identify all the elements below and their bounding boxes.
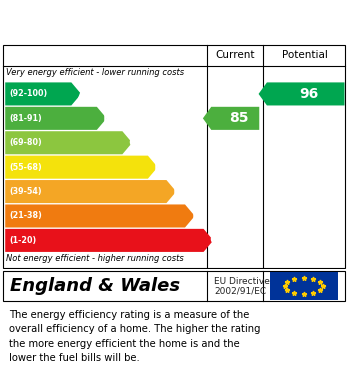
- Text: (92-100): (92-100): [9, 90, 48, 99]
- Text: Very energy efficient - lower running costs: Very energy efficient - lower running co…: [6, 68, 184, 77]
- Bar: [3, 271, 345, 301]
- Text: (21-38): (21-38): [9, 212, 42, 221]
- Text: G: G: [209, 233, 221, 248]
- Polygon shape: [259, 83, 345, 106]
- Text: Energy Efficiency Rating: Energy Efficiency Rating: [9, 21, 230, 36]
- Polygon shape: [5, 107, 106, 130]
- Text: E: E: [173, 185, 183, 199]
- Text: (69-80): (69-80): [9, 138, 42, 147]
- Text: D: D: [153, 160, 165, 174]
- Text: (1-20): (1-20): [9, 236, 37, 245]
- Polygon shape: [5, 180, 176, 203]
- Text: 85: 85: [229, 111, 248, 126]
- Text: Current: Current: [215, 50, 255, 60]
- Text: England & Wales: England & Wales: [10, 277, 181, 295]
- Text: F: F: [192, 209, 201, 223]
- Text: (55-68): (55-68): [9, 163, 42, 172]
- Text: C: C: [129, 136, 139, 150]
- Polygon shape: [5, 229, 213, 252]
- Bar: [270, 273, 338, 300]
- Text: (39-54): (39-54): [9, 187, 42, 196]
- Polygon shape: [5, 131, 132, 154]
- Polygon shape: [5, 83, 81, 106]
- Text: 96: 96: [300, 87, 319, 101]
- Text: A: A: [78, 87, 88, 101]
- Text: B: B: [103, 111, 114, 126]
- Text: (81-91): (81-91): [9, 114, 42, 123]
- Text: EU Directive: EU Directive: [214, 278, 270, 287]
- Text: 2002/91/EC: 2002/91/EC: [214, 287, 266, 296]
- Text: The energy efficiency rating is a measure of the
overall efficiency of a home. T: The energy efficiency rating is a measur…: [9, 310, 260, 363]
- Polygon shape: [5, 156, 158, 179]
- Polygon shape: [5, 204, 195, 228]
- Text: Not energy efficient - higher running costs: Not energy efficient - higher running co…: [6, 255, 184, 264]
- Polygon shape: [203, 107, 259, 130]
- Text: Potential: Potential: [283, 50, 328, 60]
